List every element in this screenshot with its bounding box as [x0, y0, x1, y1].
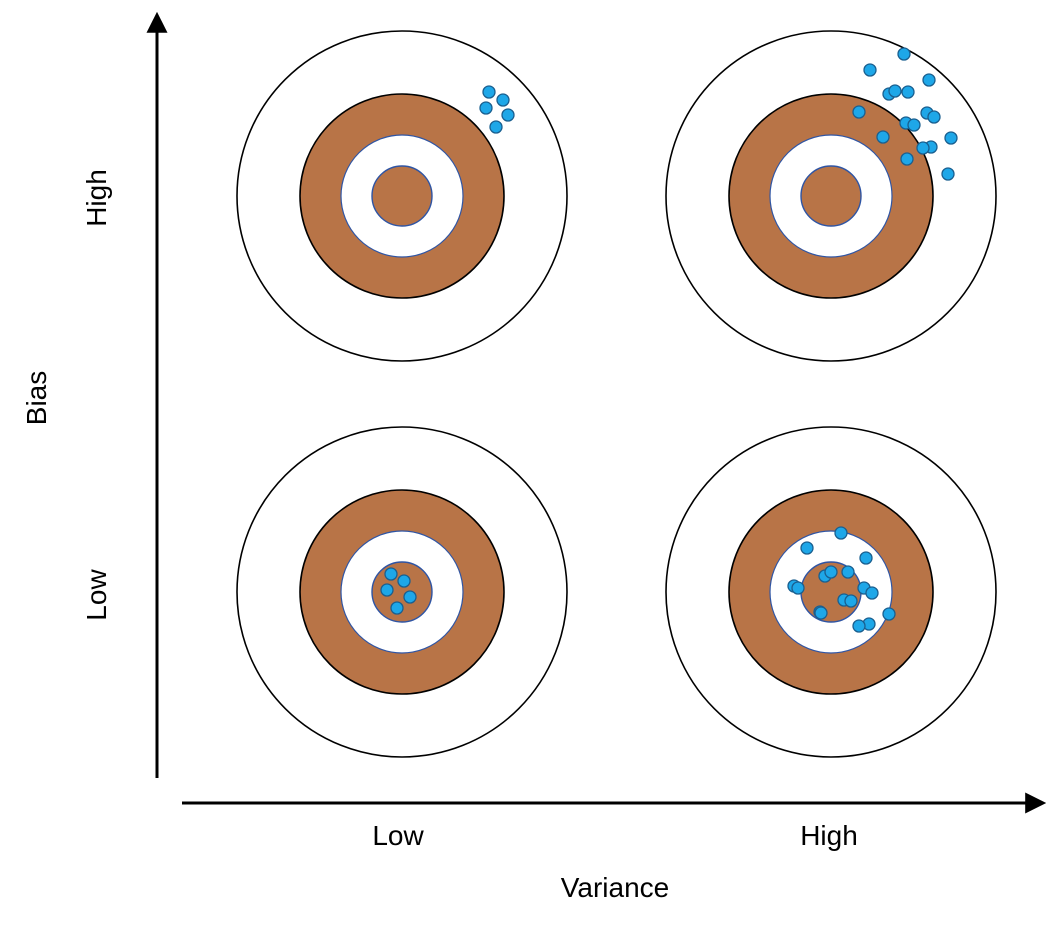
x-axis-title: Variance — [561, 872, 669, 903]
hit-dot — [941, 167, 955, 181]
hit-dot — [834, 526, 848, 540]
hit-dot — [859, 551, 873, 565]
hit-dot — [863, 63, 877, 77]
hit-dot — [814, 606, 828, 620]
y-tick-high: High — [81, 169, 112, 227]
hit-dot — [844, 594, 858, 608]
hit-dot — [865, 586, 879, 600]
hit-dot — [501, 108, 515, 122]
hit-dot — [496, 93, 510, 107]
hit-dot — [900, 152, 914, 166]
hit-dot — [882, 607, 896, 621]
hit-dot — [489, 120, 503, 134]
hit-dot — [907, 118, 921, 132]
x-tick-low: Low — [372, 820, 424, 851]
target-high-bias-high-variance — [665, 30, 997, 362]
hit-dot — [824, 565, 838, 579]
hit-dot — [479, 101, 493, 115]
hit-dot — [852, 105, 866, 119]
hit-dot — [944, 131, 958, 145]
hit-dot — [482, 85, 496, 99]
hit-dot — [841, 565, 855, 579]
target-low-bias-low-variance — [236, 426, 568, 758]
hit-dot — [876, 130, 890, 144]
hit-dot — [403, 590, 417, 604]
hit-dot — [927, 110, 941, 124]
target-high-bias-low-variance — [236, 30, 568, 362]
hit-dot — [897, 47, 911, 61]
hit-dot — [888, 84, 902, 98]
y-tick-low: Low — [81, 569, 112, 621]
hit-dot — [390, 601, 404, 615]
hit-dot — [384, 567, 398, 581]
hit-dot — [922, 73, 936, 87]
hit-dot — [791, 581, 805, 595]
x-tick-high: High — [800, 820, 858, 851]
hit-dot — [800, 541, 814, 555]
y-axis-title: Bias — [21, 371, 52, 425]
hit-dot — [901, 85, 915, 99]
target-bullseye — [371, 165, 433, 227]
hit-dot — [916, 141, 930, 155]
target-low-bias-high-variance — [665, 426, 997, 758]
targets-layer — [236, 30, 997, 758]
target-bullseye — [800, 165, 862, 227]
hit-dot — [380, 583, 394, 597]
hit-dot — [397, 574, 411, 588]
hit-dot — [852, 619, 866, 633]
